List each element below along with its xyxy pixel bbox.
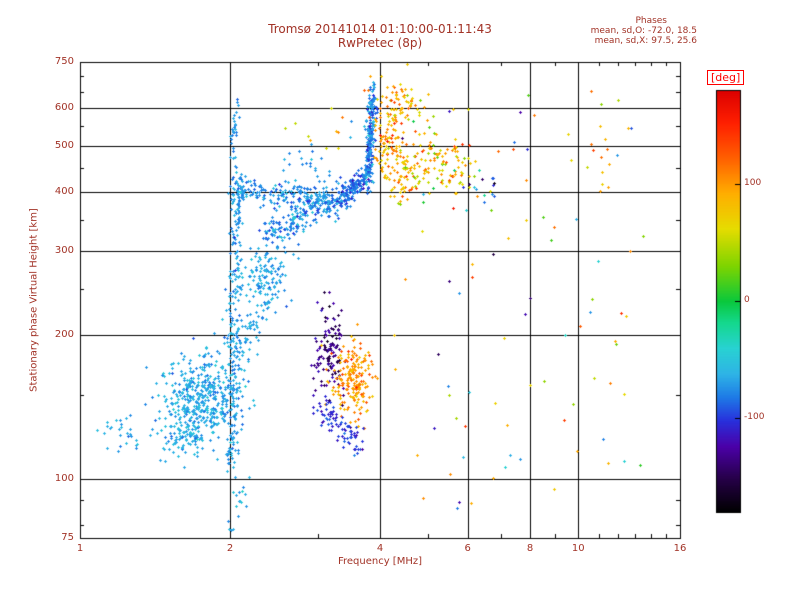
x-axis-label: Frequency [MHz] — [337, 556, 423, 567]
y-tick-label: 400 — [54, 185, 74, 197]
x-tick-label: 16 — [673, 543, 687, 554]
colorbar-unit-label: [deg] — [707, 70, 745, 85]
x-tick-label: 1 — [76, 543, 84, 554]
colorbar-tick-label: 0 — [744, 295, 750, 305]
colorbar-tick-label: 100 — [744, 177, 762, 188]
y-tick-label: 200 — [54, 329, 74, 341]
plot-subtitle: RwPretec (8p) — [337, 36, 423, 50]
y-axis-label: Stationary phase Virtual Height [km] — [28, 208, 40, 392]
phase-stats-header: Phases — [635, 16, 667, 26]
y-tick-label: 750 — [54, 56, 74, 67]
phase-stats-x-line: mean, sd,X: 97.5, 25.6 — [594, 36, 697, 46]
y-tick-label: 600 — [54, 102, 74, 114]
phase-stats-block: Phases mean, sd,O: -72.0, 18.5 mean, sd,… — [545, 16, 697, 46]
colorbar-tick-label: -100 — [744, 412, 765, 423]
plot-title: Tromsø 20141014 01:10:00-01:11:43 — [268, 22, 492, 36]
y-tick-label: 75 — [61, 532, 74, 543]
x-tick-label: 8 — [526, 543, 534, 554]
phase-stats-o-line: mean, sd,O: -72.0, 18.5 — [590, 26, 697, 36]
y-tick-label: 500 — [54, 139, 74, 151]
x-tick-label: 6 — [464, 543, 471, 554]
x-tick-label: 10 — [571, 543, 585, 554]
x-tick-label: 4 — [376, 543, 384, 554]
y-tick-label: 100 — [54, 472, 74, 484]
x-tick-label: 2 — [226, 543, 234, 554]
y-tick-label: 300 — [54, 245, 74, 257]
